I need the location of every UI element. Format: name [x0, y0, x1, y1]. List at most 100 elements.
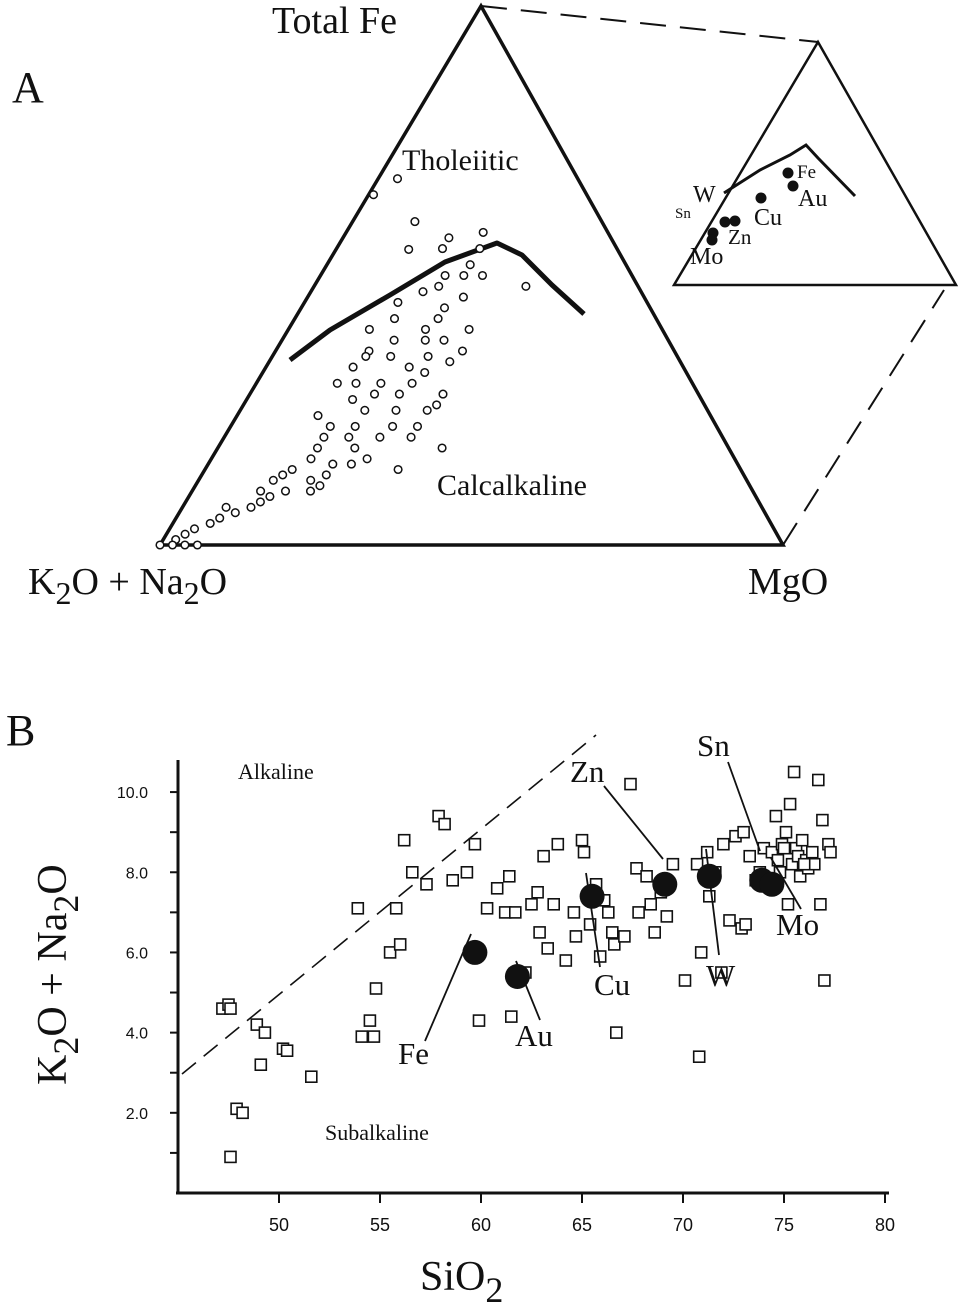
ternary-point-72 [305, 486, 316, 496]
sample-square-52 [601, 906, 615, 919]
ternary-point-76 [438, 389, 448, 399]
x-tick-label-80: 80 [875, 1215, 895, 1235]
ternary-point-70 [221, 502, 231, 512]
ternary-point-60 [404, 244, 414, 254]
sample-square-54 [607, 938, 621, 951]
ternary-point-82 [348, 394, 358, 405]
sample-square-73 [715, 966, 728, 979]
deposit-point-w [696, 863, 722, 889]
sample-square-59 [632, 906, 645, 919]
sample-square-56 [618, 930, 631, 943]
ternary-point-81 [351, 378, 361, 388]
ternary-point-71 [256, 486, 266, 496]
tholeiitic-field-label: Tholeiitic [402, 144, 519, 177]
sample-square-44 [567, 906, 581, 919]
deposit-point-zn [652, 871, 678, 897]
sample-square-101 [811, 773, 825, 787]
sample-square-71 [702, 889, 716, 903]
deposit-point-au [504, 964, 530, 989]
alkaline-subalkaline-divider [181, 734, 597, 1075]
sample-square-108 [777, 841, 791, 855]
ternary-point-80 [361, 351, 371, 361]
sample-square-62 [648, 926, 662, 939]
ternary-point-8 [376, 378, 386, 388]
sample-square-7 [254, 1058, 268, 1071]
ternary-sample-points [155, 174, 531, 550]
inset-callout-top [480, 5, 819, 43]
leader-zn [603, 785, 664, 860]
sample-square-14 [367, 1030, 381, 1043]
sample-square-27 [468, 837, 482, 851]
sample-square-106 [824, 845, 837, 859]
sample-square-28 [472, 1014, 486, 1027]
ternary-point-1 [407, 378, 417, 388]
deposit-label-cu: Cu [594, 967, 630, 1002]
sample-square-10 [236, 1106, 249, 1120]
ternary-point-55 [458, 292, 468, 302]
ternary-point-21 [255, 497, 265, 507]
ternary-point-15 [389, 335, 399, 345]
sample-square-20 [397, 833, 411, 847]
sample-square-69 [694, 946, 708, 959]
sample-square-55 [609, 1026, 623, 1039]
ternary-point-52 [404, 362, 414, 372]
ternary-point-3 [423, 351, 433, 361]
ternary-point-68 [268, 475, 278, 485]
sample-square-104 [818, 974, 831, 987]
sample-square-103 [814, 897, 827, 911]
sample-square-2 [224, 1002, 237, 1015]
sample-square-110 [717, 837, 730, 851]
sample-square-47 [577, 845, 591, 859]
deposit-point-mo [759, 871, 785, 897]
ternary-point-19 [280, 486, 291, 496]
sample-square-67 [690, 857, 704, 871]
ternary-point-35 [278, 470, 288, 480]
sample-square-40 [541, 942, 555, 955]
ternary-point-83 [313, 411, 323, 421]
ternary-point-5 [394, 389, 404, 399]
ternary-point-58 [478, 227, 488, 237]
sample-square-16 [363, 1014, 377, 1027]
alkaline-field-label: Alkaline [238, 759, 314, 784]
sample-square-21 [405, 865, 419, 879]
x-tick-label-50: 50 [269, 1215, 289, 1235]
ternary-point-45 [439, 335, 449, 345]
sample-square-64 [660, 910, 674, 923]
panel-b-deposit-points [424, 761, 802, 1042]
ternary-point-0 [391, 405, 401, 415]
ternary-point-84 [362, 454, 372, 464]
sample-square-34 [508, 906, 522, 919]
sample-square-84 [769, 809, 783, 823]
inset-triangle [671, 39, 959, 287]
sample-square-11 [224, 1150, 237, 1164]
y-tick-label-2.0: 2.0 [126, 1106, 148, 1123]
ternary-point-54 [439, 303, 450, 313]
ternary-point-67 [321, 470, 331, 480]
ternary-point-50 [325, 421, 335, 431]
sample-square-25 [446, 873, 460, 887]
ternary-point-38 [434, 281, 444, 291]
ternary-point-23 [215, 513, 225, 523]
sample-square-26 [460, 865, 474, 879]
ternary-point-46 [389, 314, 400, 324]
ternary-point-73 [315, 481, 325, 491]
sample-square-8 [304, 1070, 318, 1083]
ternary-point-11 [360, 405, 370, 415]
sample-square-39 [537, 849, 550, 863]
ternary-point-20 [265, 491, 275, 502]
x-tick-label-60: 60 [471, 1215, 491, 1235]
ternary-point-85 [412, 421, 423, 431]
ternary-point-78 [457, 346, 468, 356]
ternary-point-75 [432, 400, 442, 410]
ternary-point-41 [444, 233, 454, 243]
x-tick-label-55: 55 [370, 1215, 390, 1235]
ternary-point-44 [465, 260, 475, 270]
sample-square-53 [605, 926, 619, 939]
sample-square-50 [593, 950, 607, 963]
sample-square-74 [723, 914, 736, 927]
ternary-point-36 [393, 297, 403, 307]
sample-square-88 [779, 825, 793, 839]
deposit-label-mo: Mo [776, 907, 819, 942]
inset-point-mo-2 [706, 234, 718, 246]
ternary-point-39 [418, 287, 428, 297]
